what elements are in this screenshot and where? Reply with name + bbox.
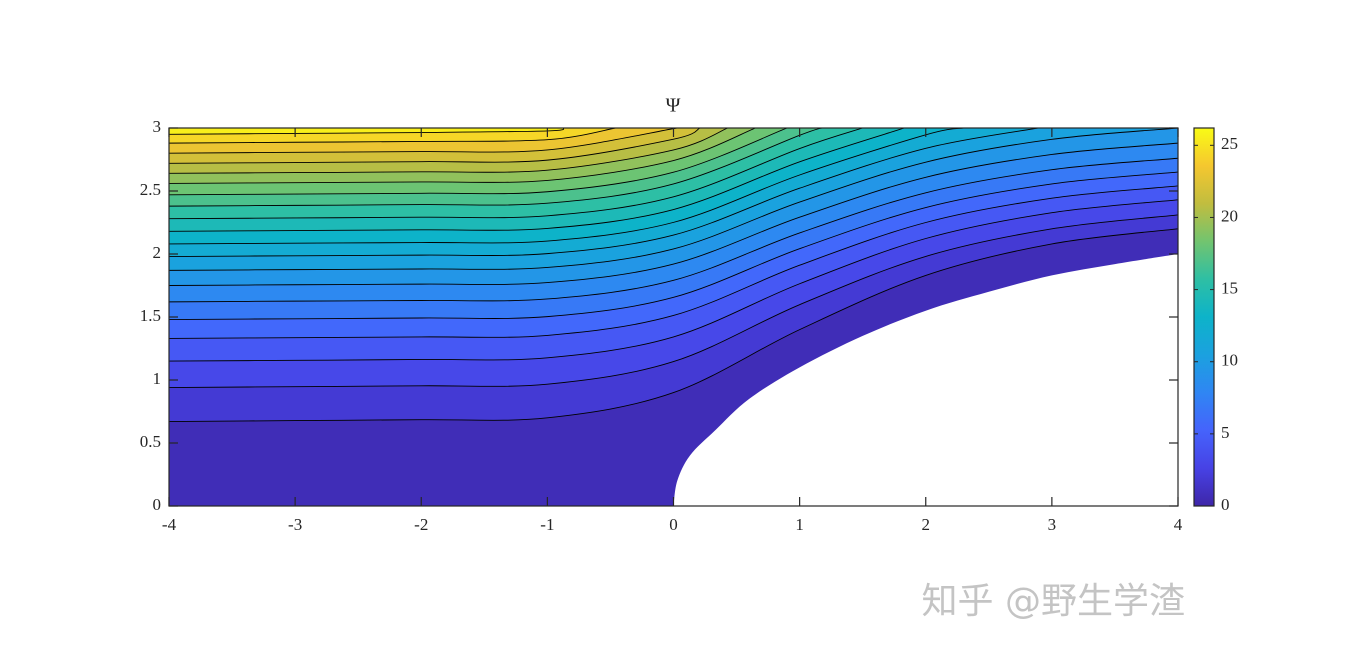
y-tick-label: 2.5 [140, 180, 161, 199]
x-tick-label: -2 [414, 515, 428, 534]
contour-line [169, 128, 964, 245]
x-tick-label: 1 [795, 515, 804, 534]
x-tick-label: 2 [922, 515, 931, 534]
contour-line [169, 128, 863, 220]
x-tick-label: 3 [1048, 515, 1057, 534]
contour-line [169, 128, 565, 135]
y-tick-label: 3 [153, 117, 162, 136]
x-tick-label: 4 [1174, 515, 1183, 534]
colorbar [1193, 127, 1215, 507]
colorbar-tick-label: 10 [1221, 351, 1238, 370]
plot-area [169, 128, 1178, 506]
watermark: 知乎 @野生学渣 [922, 581, 1185, 622]
x-tick-label: -1 [540, 515, 554, 534]
x-tick-label: -3 [288, 515, 302, 534]
y-tick-label: 2 [153, 243, 162, 262]
contour-line [169, 128, 823, 207]
y-tick-label: 0 [153, 495, 162, 514]
contour-line [169, 157, 1178, 303]
contour-line [169, 128, 616, 144]
contour-line [169, 171, 1178, 320]
colorbar-tick-label: 20 [1221, 206, 1238, 225]
y-tick-label: 1.5 [140, 306, 161, 325]
colorbar-tick-label: 0 [1221, 495, 1230, 514]
colorbar-tick-label: 25 [1221, 134, 1238, 153]
contour-line [169, 142, 1178, 286]
contour-line [169, 128, 905, 232]
contour-line [169, 128, 788, 196]
contour-line [169, 214, 1178, 389]
contour-line [169, 128, 1039, 257]
contour-line [169, 228, 1178, 423]
colorbar-tick-label: 15 [1221, 278, 1238, 297]
body-region [673, 254, 1178, 506]
colorbar-tick-label: 5 [1221, 423, 1230, 442]
contour-line [169, 128, 701, 164]
x-tick-label: -4 [162, 515, 177, 534]
contour-band [169, 128, 564, 135]
contour-line [169, 128, 728, 174]
x-tick-label: 0 [669, 515, 678, 534]
chart-title: Ψ [666, 95, 681, 117]
contour-line [169, 185, 1178, 339]
contour-line [169, 128, 756, 184]
contour-line [169, 199, 1178, 362]
y-tick-label: 1 [153, 369, 162, 388]
contour-line [169, 128, 1178, 271]
y-tick-label: 0.5 [140, 432, 161, 451]
